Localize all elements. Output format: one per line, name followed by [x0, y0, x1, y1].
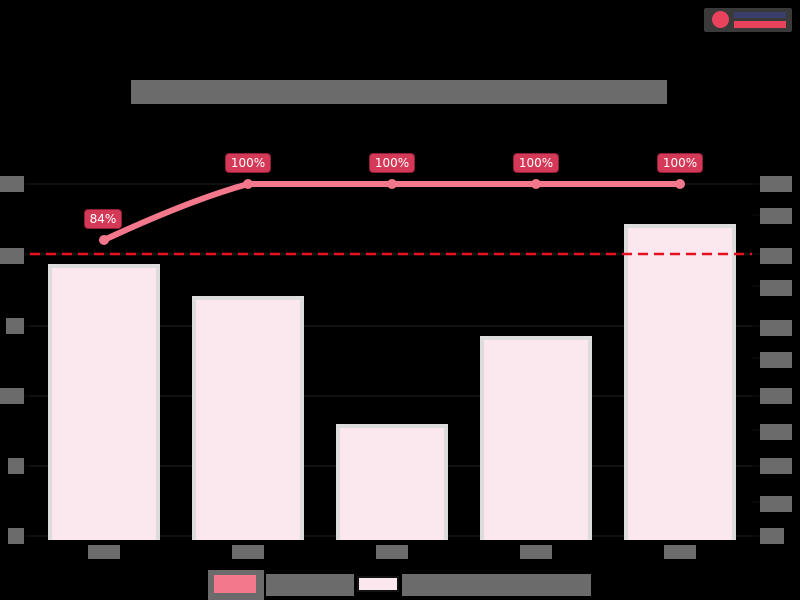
x-tick-labels: [88, 545, 696, 559]
brand-logo: [704, 8, 792, 32]
legend-bar-label: [402, 574, 591, 596]
logo-top-text: [734, 12, 786, 18]
right-tick-labels: [760, 176, 792, 544]
legend-line-swatch[interactable]: [208, 570, 264, 600]
data-label-3: 100%: [369, 153, 415, 173]
data-label-2: 100%: [225, 153, 271, 173]
line-markers: [99, 179, 685, 245]
chart-title: [131, 80, 667, 104]
data-label-1: 84%: [84, 209, 122, 229]
logo-bottom-text: [734, 21, 786, 28]
percentage-line: [101, 181, 683, 243]
left-tick-labels: [0, 176, 24, 544]
legend-line-label: [266, 574, 354, 596]
chart-legend: [208, 568, 591, 600]
data-label-5: 100%: [657, 153, 703, 173]
logo-globe-icon: [712, 11, 729, 28]
bar-series: [48, 224, 736, 540]
legend-bar-swatch[interactable]: [357, 576, 399, 592]
data-label-4: 100%: [513, 153, 559, 173]
